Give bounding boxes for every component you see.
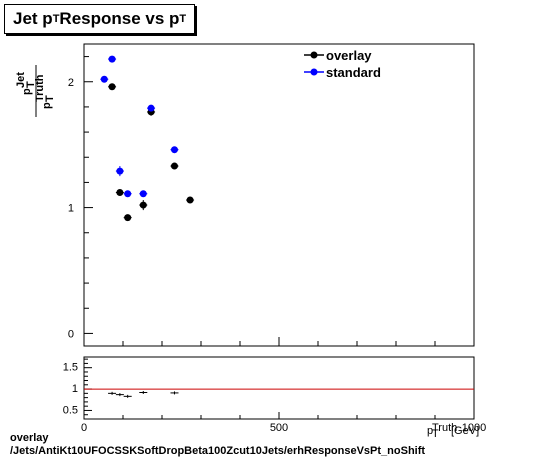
standard-point [147,104,156,112]
overlay-marker [116,188,124,196]
ratio-x-axis: 0 500 1000 [81,412,486,434]
svg-text:[GeV]: [GeV] [451,425,479,437]
footer-caption: overlay /Jets/AntiKt10UFOCSSKSoftDropBet… [10,432,425,458]
standard-point [170,146,179,154]
standard-marker [170,146,178,154]
legend-standard-marker [310,68,318,76]
standard-marker [124,190,132,198]
ratio-y-axis: 0.5 1 1.5 [63,358,92,416]
standard-point [139,190,148,198]
ratio-data-points [108,390,179,398]
overlay-marker [108,83,116,91]
footer-line-2: /Jets/AntiKt10UFOCSSKSoftDropBeta100Zcut… [10,445,426,457]
standard-point [108,55,117,63]
overlay-point [123,214,132,222]
svg-text:Truth: Truth [432,422,457,434]
svg-text:T: T [44,95,56,102]
legend: overlay standard [304,48,381,80]
overlay-marker [170,162,178,170]
main-y-axis: 0 1 2 [68,56,93,340]
main-data-points [100,55,195,222]
overlay-marker [124,214,132,222]
standard-marker [116,167,124,175]
standard-point [115,166,124,177]
legend-overlay-marker [310,51,318,59]
main-y-tick-label: 2 [68,77,74,89]
standard-marker [108,55,116,63]
ratio-y-tick-label: 0.5 [63,404,78,416]
svg-text:T: T [25,81,37,88]
overlay-marker [139,201,147,209]
overlay-point [108,83,117,91]
legend-overlay-label: overlay [326,48,372,63]
ratio-x-tick-label: 1000 [462,422,486,434]
overlay-point [139,200,148,211]
svg-text:p: p [21,88,33,95]
standard-marker [147,104,155,112]
svg-text:T: T [432,428,439,440]
overlay-point [170,162,179,170]
overlay-point [186,196,195,204]
legend-standard-label: standard [326,65,381,80]
overlay-point [115,188,124,196]
standard-marker [139,190,147,198]
overlay-marker [186,196,194,204]
svg-text:p: p [41,102,53,109]
standard-marker [100,75,108,83]
ratio-plot-frame [83,356,475,420]
main-y-tick-label: 0 [68,328,74,340]
standard-point [100,75,109,83]
standard-point [123,190,132,198]
svg-text:p: p [427,425,433,437]
svg-text:Jet: Jet [15,72,27,88]
svg-text:Truth: Truth [34,74,46,102]
ratio-y-tick-label: 1 [72,383,78,395]
main-x-axis [83,337,475,346]
ratio-x-axis-label: p Truth T [GeV] [427,422,479,440]
main-y-axis-label: p Jet T p Truth T [15,65,56,117]
main-y-tick-label: 1 [68,203,74,215]
footer-line-1: overlay [10,432,49,444]
ratio-x-tick-label: 500 [270,422,288,434]
ratio-x-tick-label: 0 [81,422,87,434]
ratio-y-tick-label: 1.5 [63,362,78,374]
